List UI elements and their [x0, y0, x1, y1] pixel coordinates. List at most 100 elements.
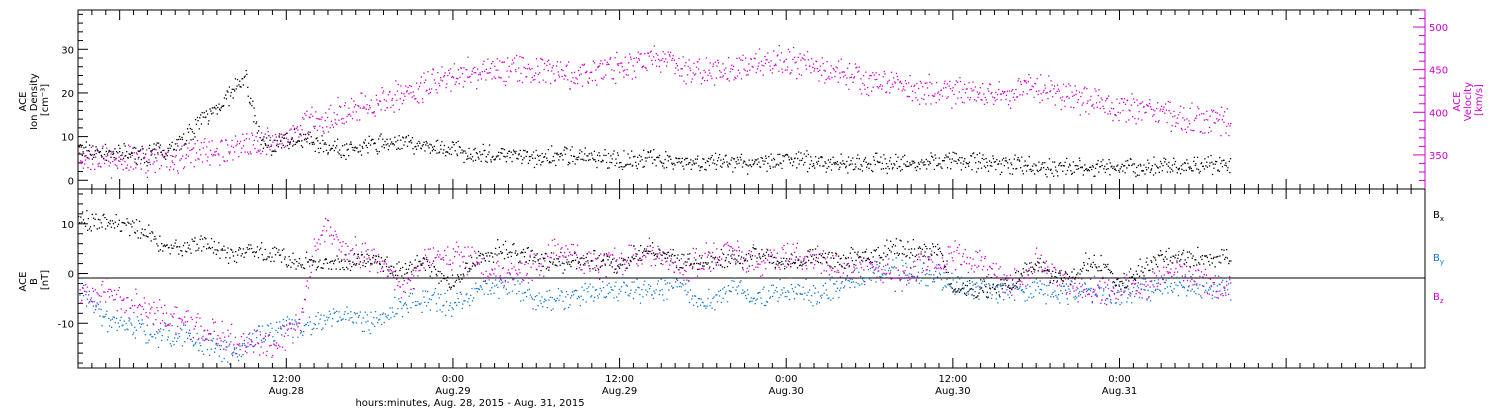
- data-point: [1092, 291, 1094, 293]
- data-point: [967, 163, 969, 165]
- data-point: [1168, 110, 1170, 112]
- data-point: [652, 297, 654, 300]
- data-point: [771, 159, 773, 161]
- data-point: [877, 87, 880, 89]
- data-point: [524, 150, 526, 152]
- data-point: [888, 79, 890, 81]
- legend-by-main: B: [1433, 253, 1440, 264]
- data-point: [113, 299, 115, 301]
- data-point: [588, 286, 590, 288]
- data-point: [1121, 98, 1123, 100]
- data-point: [117, 322, 119, 324]
- data-point: [783, 287, 785, 289]
- data-point: [1206, 282, 1208, 284]
- data-point: [184, 316, 186, 318]
- data-point: [1020, 290, 1023, 292]
- data-point: [221, 360, 223, 363]
- data-point: [255, 136, 257, 138]
- data-point: [653, 149, 655, 151]
- data-point: [78, 274, 80, 276]
- data-point: [159, 147, 161, 149]
- data-point: [567, 164, 569, 166]
- data-point: [243, 139, 245, 141]
- data-point: [106, 147, 108, 149]
- data-point: [88, 302, 90, 304]
- data-point: [194, 325, 196, 327]
- data-point: [388, 145, 390, 147]
- data-point: [1121, 163, 1123, 165]
- data-point: [376, 262, 378, 264]
- data-point: [1157, 121, 1159, 123]
- data-point: [435, 140, 437, 142]
- data-point: [318, 323, 320, 325]
- data-point: [528, 155, 531, 158]
- data-point: [1057, 294, 1060, 296]
- data-point: [443, 74, 446, 77]
- data-point: [845, 167, 847, 169]
- data-point: [287, 328, 289, 330]
- data-point: [98, 162, 100, 164]
- data-point: [1017, 80, 1019, 82]
- data-point: [343, 123, 345, 125]
- data-point: [78, 293, 80, 295]
- data-point: [363, 330, 365, 333]
- data-point: [765, 59, 767, 61]
- data-point: [995, 91, 997, 94]
- data-point: [743, 160, 745, 162]
- data-point: [373, 143, 375, 145]
- data-point: [844, 74, 846, 76]
- data-point: [320, 147, 322, 149]
- data-point: [777, 300, 779, 302]
- data-point: [304, 112, 306, 115]
- data-point: [204, 329, 206, 331]
- data-point: [989, 165, 991, 167]
- data-point: [1015, 168, 1017, 170]
- data-point: [286, 144, 289, 147]
- data-point: [764, 56, 766, 58]
- data-point: [362, 107, 364, 109]
- data-point: [826, 294, 828, 296]
- data-point: [377, 254, 380, 256]
- data-point: [575, 77, 577, 79]
- data-point: [81, 154, 83, 157]
- data-point: [967, 96, 969, 99]
- data-point: [1027, 284, 1029, 286]
- data-point: [644, 280, 646, 282]
- data-point: [274, 139, 276, 141]
- data-point: [890, 163, 893, 165]
- data-point: [524, 67, 527, 70]
- data-point: [357, 255, 359, 258]
- data-point: [957, 276, 959, 278]
- data-point: [600, 60, 602, 62]
- data-point: [490, 274, 492, 276]
- data-point: [966, 292, 968, 294]
- data-point: [742, 289, 744, 291]
- data-point: [551, 145, 553, 147]
- data-point: [415, 145, 417, 148]
- data-point: [83, 290, 86, 293]
- data-point: [682, 165, 684, 167]
- data-point: [448, 309, 450, 311]
- data-point: [466, 76, 469, 78]
- data-point: [748, 301, 751, 303]
- data-point: [1130, 158, 1132, 160]
- data-point: [1100, 97, 1102, 99]
- data-point: [949, 285, 951, 287]
- data-point: [328, 108, 330, 110]
- data-point: [725, 154, 727, 156]
- data-point: [236, 140, 239, 142]
- data-point: [122, 299, 124, 301]
- data-point: [452, 262, 454, 264]
- data-point: [335, 147, 337, 149]
- data-point: [1212, 290, 1214, 292]
- data-point: [549, 63, 551, 65]
- data-point: [977, 285, 979, 287]
- data-point: [560, 290, 562, 292]
- data-point: [671, 57, 674, 60]
- data-point: [529, 159, 531, 162]
- data-point: [334, 311, 336, 313]
- data-point: [965, 162, 967, 164]
- data-point: [89, 277, 92, 279]
- data-point: [396, 312, 398, 315]
- data-point: [671, 59, 673, 61]
